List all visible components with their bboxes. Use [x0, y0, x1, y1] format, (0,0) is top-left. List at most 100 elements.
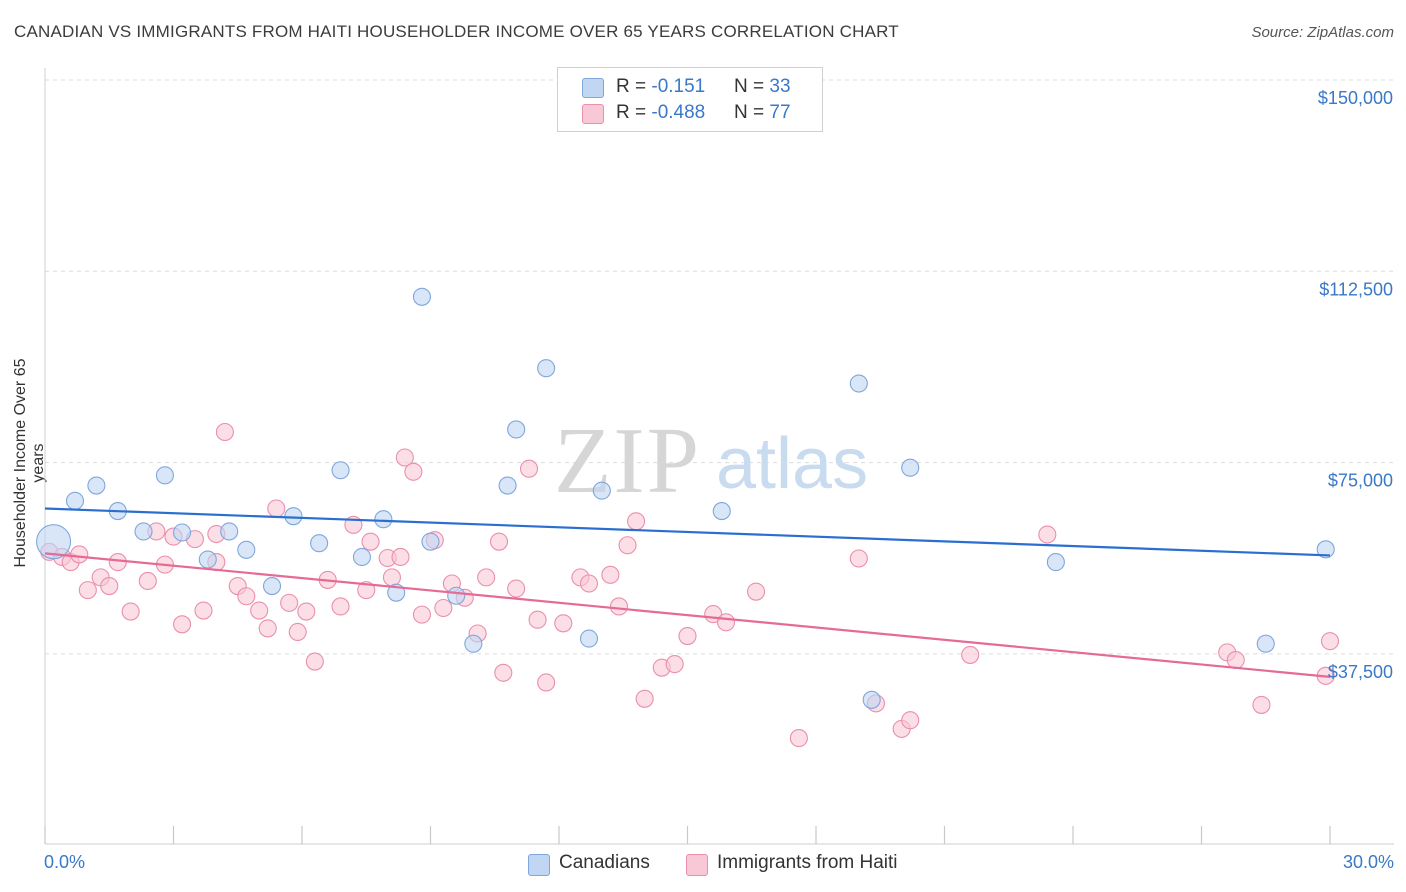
haiti-legend-label: Immigrants from Haiti [717, 852, 898, 873]
haiti-point-54 [601, 565, 620, 584]
canadians-point-24 [579, 629, 599, 648]
r-value-canadians: -0.151 [651, 76, 706, 97]
r-text-haiti: R = -0.488 [616, 102, 706, 123]
canadians-point-18 [421, 532, 440, 551]
haiti-point-60 [665, 655, 684, 674]
haiti-point-26 [297, 602, 316, 621]
n-text-canadians: N = 33 [734, 76, 791, 97]
x-tick-max: 30.0% [1342, 852, 1394, 872]
y-tick-label-0: $150,000 [1318, 88, 1393, 108]
r-value-haiti: -0.488 [651, 102, 706, 123]
haiti-point-70 [961, 645, 980, 664]
canadians-point-1 [65, 491, 85, 510]
canadians-point-5 [155, 466, 174, 485]
haiti-point-20 [237, 587, 256, 606]
canadians-point-17 [412, 287, 431, 306]
canadians-point-4 [134, 522, 153, 541]
canadians-point-20 [464, 634, 483, 653]
haiti-point-15 [194, 601, 213, 620]
haiti-point-8 [121, 602, 140, 621]
haiti-point-40 [434, 598, 453, 618]
haiti-point-22 [258, 619, 277, 638]
haiti-point-13 [173, 615, 192, 634]
canadians-point-26 [712, 502, 731, 521]
canadians-point-29 [901, 458, 920, 477]
haiti-point-51 [554, 614, 573, 633]
canadians-point-22 [507, 420, 526, 439]
y-tick-label-3: $37,500 [1328, 662, 1393, 682]
haiti-point-71 [1038, 525, 1057, 544]
haiti-point-31 [357, 581, 376, 600]
haiti-point-73 [1226, 650, 1245, 670]
canadians-point-30 [1046, 553, 1065, 572]
watermark-atlas: atlas [716, 424, 868, 504]
haiti-point-48 [519, 459, 539, 478]
haiti-point-34 [382, 568, 402, 587]
n-value-haiti: 77 [769, 102, 791, 123]
haiti-point-21 [250, 601, 269, 620]
haiti-point-25 [288, 622, 307, 642]
haiti-point-45 [489, 532, 509, 551]
haiti-point-44 [477, 568, 496, 587]
haiti-point-74 [1252, 695, 1271, 714]
canadians-point-11 [284, 507, 303, 526]
haiti-swatch [582, 104, 604, 124]
canadians-point-8 [220, 522, 239, 541]
canadians-legend-label: Canadians [559, 852, 650, 873]
haiti-point-3 [70, 545, 89, 564]
canadians-point-19 [447, 586, 466, 605]
haiti-point-35 [391, 547, 410, 567]
canadians-point-13 [331, 461, 350, 480]
haiti-point-9 [138, 571, 157, 591]
haiti-point-64 [746, 582, 766, 601]
canadians-point-10 [262, 577, 282, 596]
canadians-point-15 [374, 510, 393, 529]
haiti-point-58 [635, 689, 654, 708]
haiti-point-56 [618, 536, 637, 555]
canadians-point-6 [173, 523, 192, 542]
haiti-point-53 [579, 574, 599, 593]
haiti-point-65 [789, 729, 808, 748]
r-text-canadians: R = -0.151 [616, 76, 706, 97]
haiti-point-32 [361, 532, 380, 551]
haiti-point-29 [331, 597, 350, 616]
haiti-point-37 [404, 462, 423, 481]
haiti-point-24 [280, 593, 299, 612]
source-label: Source: ZipAtlas.com [1251, 24, 1394, 41]
canadians-legend-swatch [528, 854, 550, 876]
haiti-point-23 [267, 499, 286, 518]
haiti-point-75 [1320, 632, 1340, 651]
canadians-point-27 [849, 374, 868, 393]
haiti-point-69 [901, 711, 920, 730]
n-text-haiti: N = 77 [734, 102, 791, 123]
chart-title: CANADIAN VS IMMIGRANTS FROM HAITI HOUSEH… [14, 22, 899, 41]
haiti-trend-line [44, 552, 1331, 678]
haiti-point-50 [537, 673, 556, 692]
canadians-trend-line [44, 507, 1331, 557]
canadians-point-32 [1316, 540, 1335, 559]
haiti-point-49 [528, 610, 547, 629]
haiti-point-4 [78, 581, 97, 600]
canadians-swatch [582, 78, 604, 98]
y-tick-label-2: $75,000 [1328, 471, 1393, 491]
x-tick-min: 0.0% [44, 852, 86, 872]
canadians-point-23 [537, 359, 556, 378]
haiti-point-46 [494, 663, 513, 682]
y-tick-label-1: $112,500 [1319, 279, 1393, 299]
canadians-point-14 [352, 547, 372, 567]
canadians-point-2 [87, 476, 106, 495]
canadians-point-9 [237, 540, 256, 559]
canadians-point-12 [310, 534, 329, 553]
watermark-zip: ZIP [554, 409, 701, 513]
haiti-point-63 [716, 613, 736, 632]
canadians-point-21 [498, 476, 517, 495]
haiti-point-38 [412, 605, 431, 624]
haiti-point-66 [849, 549, 868, 568]
stats-legend: R = -0.151 N = 33 R = -0.488 N = 77 [557, 67, 823, 132]
haiti-point-57 [627, 512, 646, 531]
haiti-point-61 [678, 626, 697, 646]
haiti-point-55 [609, 597, 629, 616]
canadians-point-25 [592, 481, 611, 500]
canadians-point-31 [1256, 634, 1275, 653]
